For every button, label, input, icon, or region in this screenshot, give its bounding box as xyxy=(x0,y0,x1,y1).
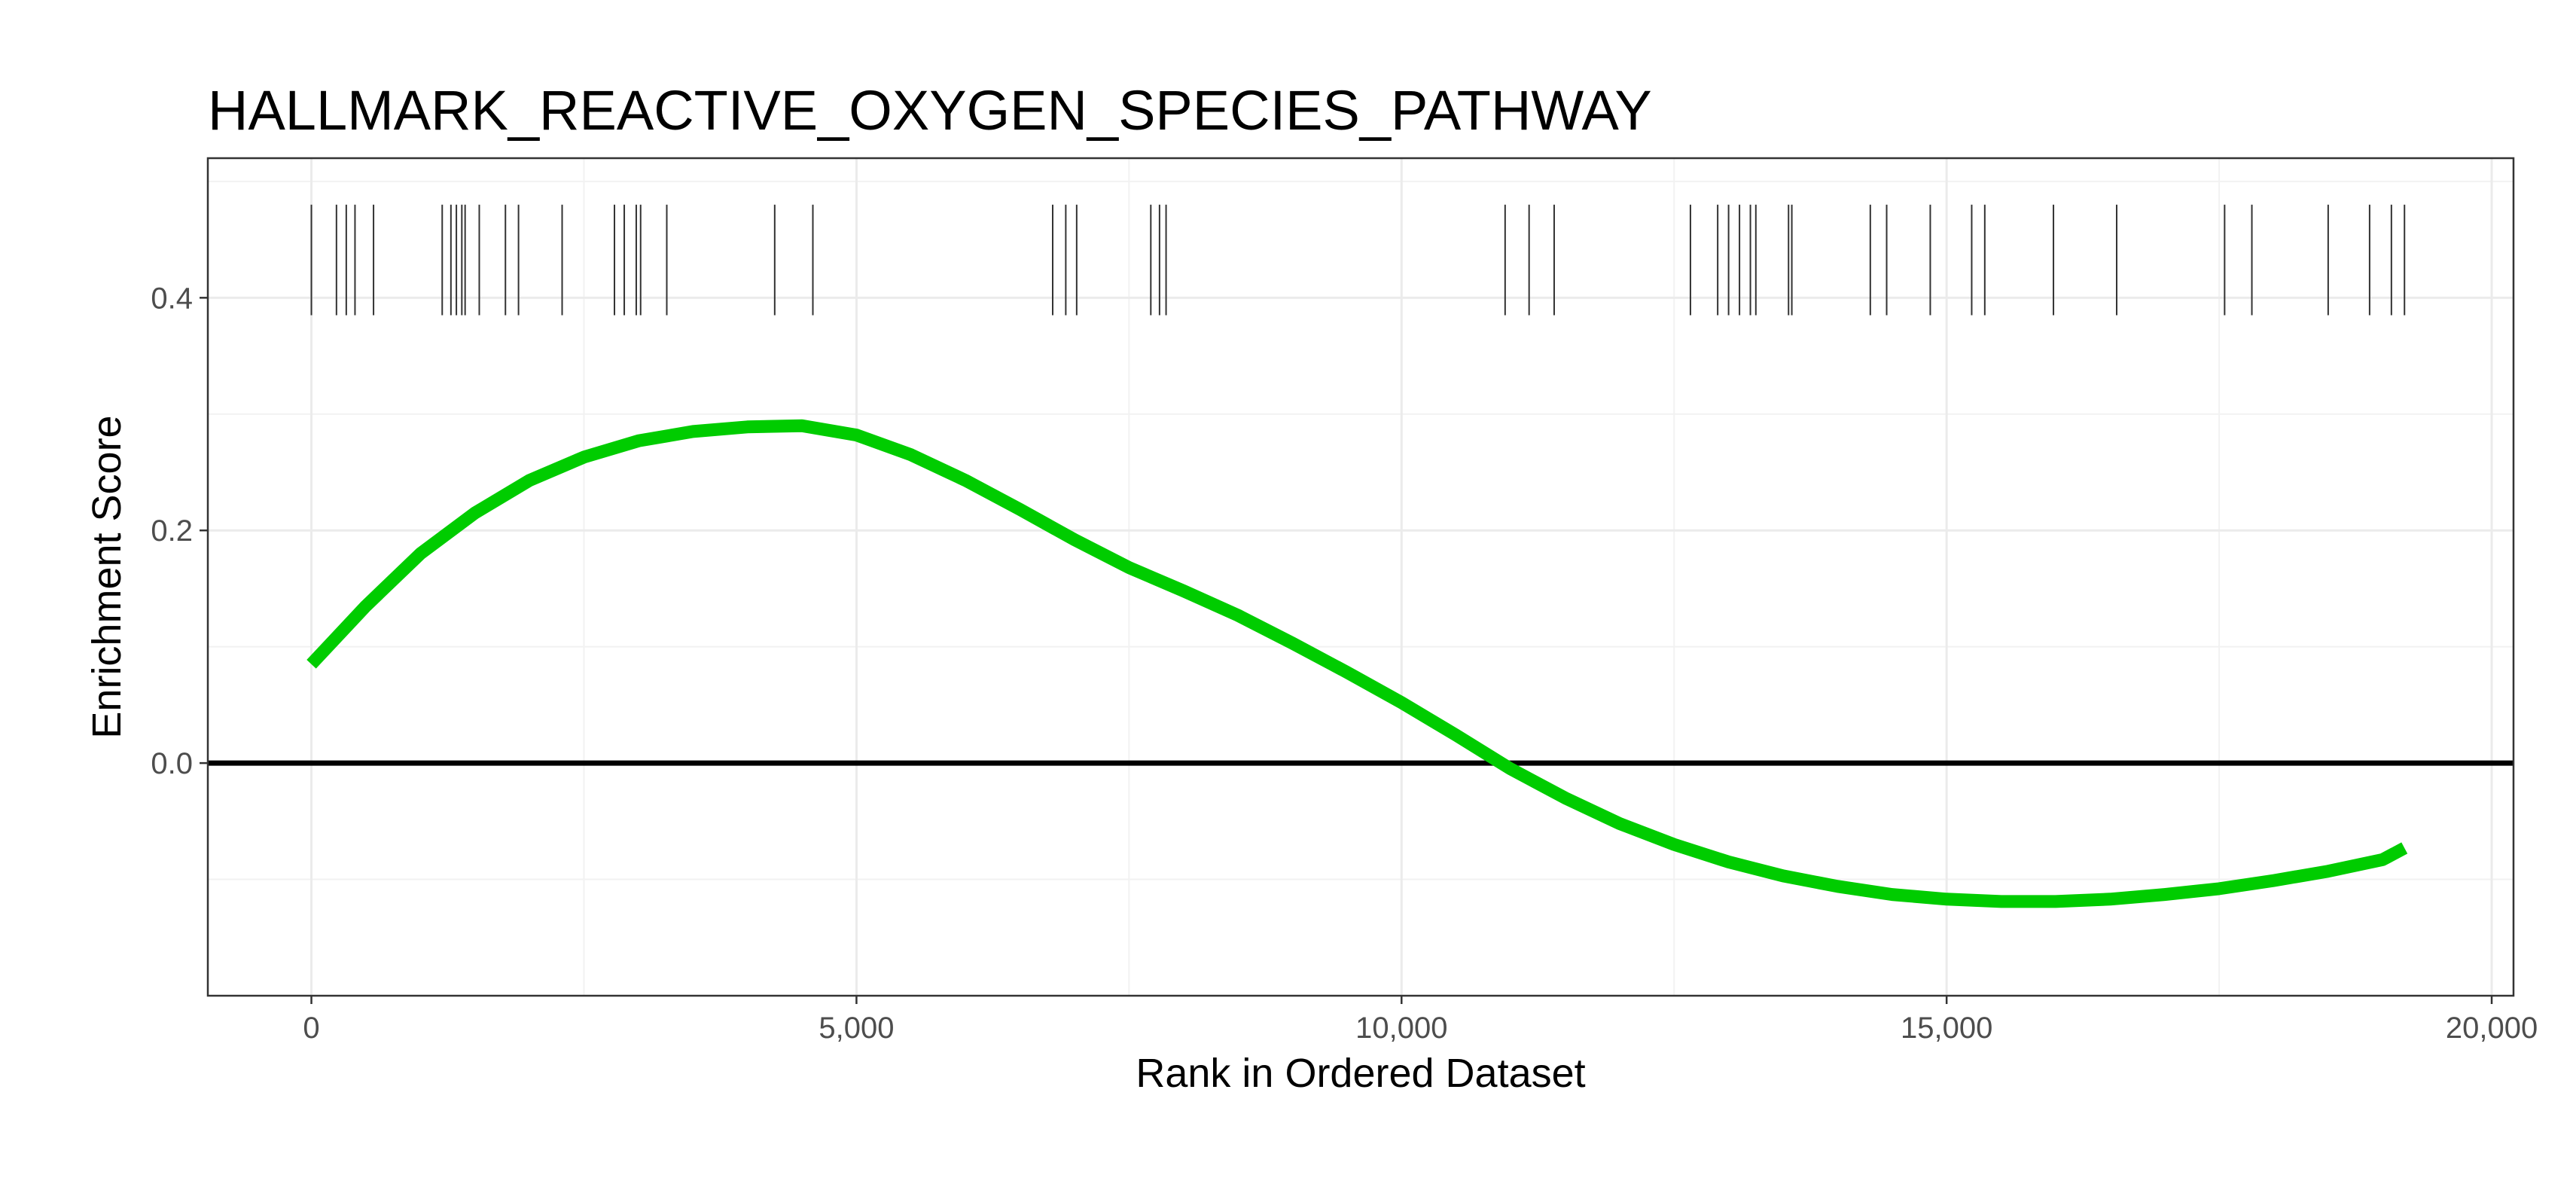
panel-border xyxy=(206,157,2515,997)
x-tick-label: 0 xyxy=(303,1012,319,1045)
x-axis-title: Rank in Ordered Dataset xyxy=(1136,1051,1585,1096)
x-tick-label: 5,000 xyxy=(819,1012,894,1045)
y-axis: 0.0 0.2 0.4 xyxy=(151,282,208,780)
plot-title: HALLMARK_REACTIVE_OXYGEN_SPECIES_PATHWAY xyxy=(208,79,1652,142)
y-tick-label: 0.4 xyxy=(151,282,193,315)
y-tick-label: 0.2 xyxy=(151,514,193,548)
series-layer xyxy=(306,419,2408,908)
enrichment-score-line xyxy=(306,419,2408,908)
x-tick-label: 10,000 xyxy=(1355,1012,1447,1045)
y-tick-label: 0.0 xyxy=(151,747,193,780)
gene-hit-marks xyxy=(310,204,2406,316)
x-tick-label: 15,000 xyxy=(1901,1012,1992,1045)
x-axis: 0 5,000 10,000 15,000 20,000 xyxy=(303,996,2538,1045)
y-axis-title: Enrichment Score xyxy=(84,415,130,738)
grid-minor xyxy=(208,158,2514,996)
grid-major xyxy=(208,158,2514,996)
x-tick-label: 20,000 xyxy=(2446,1012,2538,1045)
